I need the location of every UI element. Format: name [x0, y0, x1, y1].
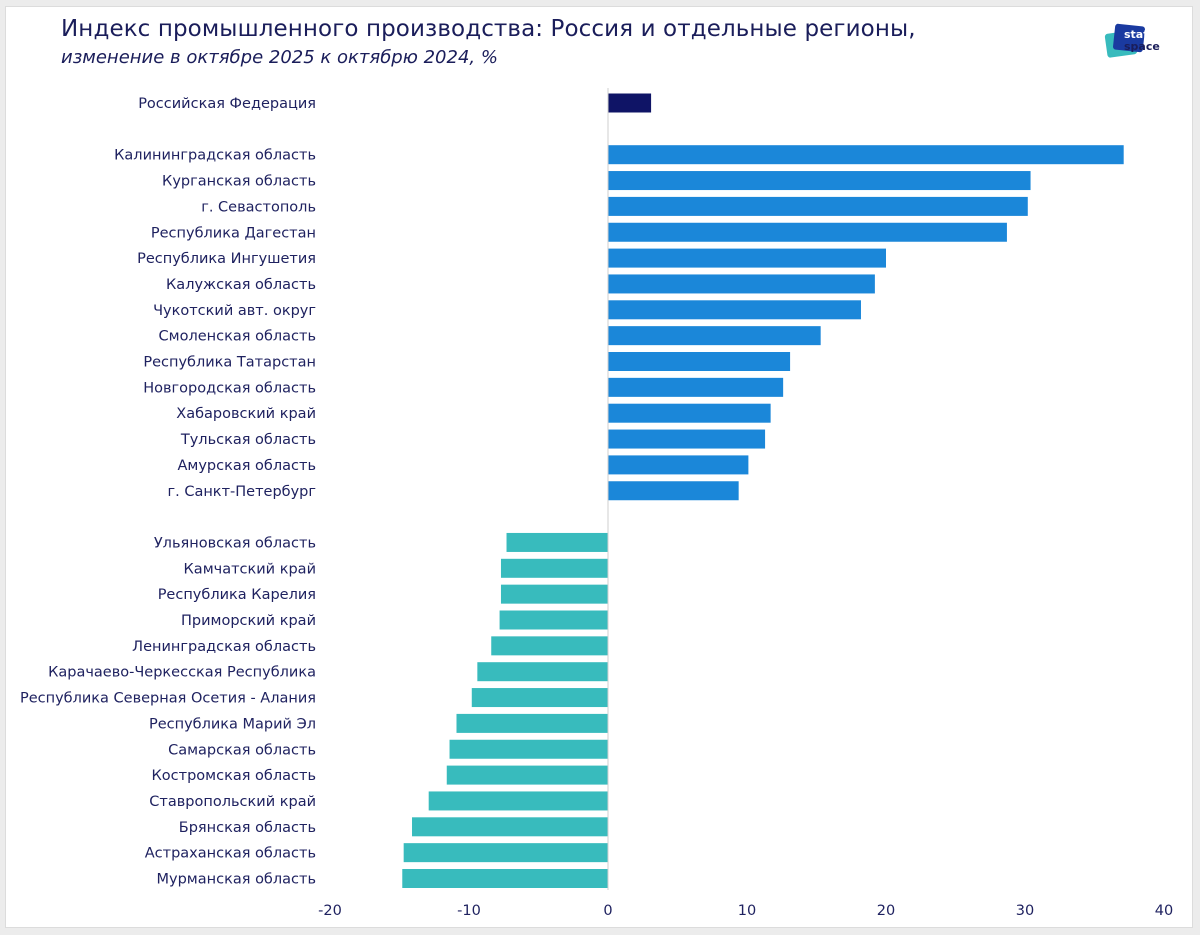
category-label: Республика Северная Осетия - Алания: [20, 691, 316, 707]
x-tick-label: -10: [457, 903, 481, 919]
category-labels-group: Российская Федерация Калининградская обла…: [20, 96, 316, 888]
bars-group: [402, 93, 1124, 888]
chart-subtitle: изменение в октябре 2025 к октябрю 2024,…: [61, 47, 498, 68]
bar: [403, 843, 608, 863]
category-label: Республика Дагестан: [151, 225, 316, 241]
bar: [449, 739, 608, 759]
category-label: Камчатский край: [184, 561, 316, 577]
x-tick-label: 30: [1016, 903, 1034, 919]
bar: [608, 274, 875, 294]
category-label: Чукотский авт. округ: [153, 303, 316, 319]
x-tick-label: 20: [877, 903, 895, 919]
category-label: Карачаево-Черкесская Республика: [48, 665, 316, 681]
x-tick-label: -20: [318, 903, 342, 919]
statspace-logo-icon: stat space: [1104, 23, 1160, 58]
x-axis-ticks-group: -20 -10 0 10 20 30 40: [318, 903, 1173, 919]
category-label: Курганская область: [162, 174, 316, 190]
bar: [608, 403, 771, 423]
bar: [608, 455, 749, 475]
category-label: Республика Татарстан: [143, 355, 316, 371]
x-tick-label: 10: [738, 903, 756, 919]
category-label: Ульяновская область: [154, 535, 316, 551]
category-label: Республика Ингушетия: [137, 251, 316, 267]
category-label: Калужская область: [166, 277, 316, 293]
bar: [491, 636, 608, 656]
bar: [500, 584, 608, 604]
category-label: Хабаровский край: [176, 406, 316, 422]
category-label: г. Севастополь: [201, 199, 316, 215]
category-label: Приморский край: [181, 613, 316, 629]
bar: [608, 196, 1028, 216]
category-label: Республика Карелия: [158, 587, 316, 603]
category-label: Республика Марий Эл: [149, 716, 316, 732]
logo-text-space: space: [1124, 40, 1160, 53]
bar: [500, 558, 608, 578]
bar: [446, 765, 608, 785]
category-label: Новгородская область: [143, 380, 316, 396]
category-label: Тульская область: [180, 432, 316, 448]
bar: [456, 713, 608, 733]
bar: [608, 326, 821, 346]
category-label: Российская Федерация: [138, 96, 316, 112]
bar: [477, 662, 608, 682]
statspace-logo: stat space: [1104, 22, 1174, 62]
category-label: Амурская область: [177, 458, 316, 474]
category-label: Ленинградская область: [132, 639, 316, 655]
bar: [608, 248, 886, 268]
bar: [608, 145, 1124, 165]
bar: [608, 352, 791, 371]
category-label: Брянская область: [179, 820, 316, 836]
chart-title: Индекс промышленного производства: Росси…: [61, 16, 916, 42]
bar: [506, 532, 608, 552]
bar: [608, 429, 766, 449]
category-label: Смоленская область: [159, 329, 316, 345]
bar: [428, 791, 608, 811]
category-label: Мурманская область: [157, 872, 316, 888]
bar: [471, 688, 608, 708]
bar: [608, 93, 652, 113]
bar: [499, 610, 608, 630]
bar: [412, 817, 608, 837]
bar: [608, 481, 739, 501]
bar: [608, 377, 784, 397]
category-label: Калининградская область: [114, 148, 316, 164]
x-tick-label: 40: [1155, 903, 1173, 919]
x-tick-label: 0: [603, 903, 612, 919]
bar: [608, 222, 1007, 242]
category-label: г. Санкт-Петербург: [167, 484, 316, 500]
bar: [608, 171, 1031, 191]
logo-text-stat: stat: [1124, 28, 1149, 41]
category-label: Ставропольский край: [149, 794, 316, 810]
category-label: Астраханская область: [145, 846, 316, 862]
category-label: Костромская область: [152, 768, 316, 784]
bar: [608, 300, 861, 320]
category-label: Самарская область: [168, 742, 316, 758]
bar: [402, 869, 608, 888]
